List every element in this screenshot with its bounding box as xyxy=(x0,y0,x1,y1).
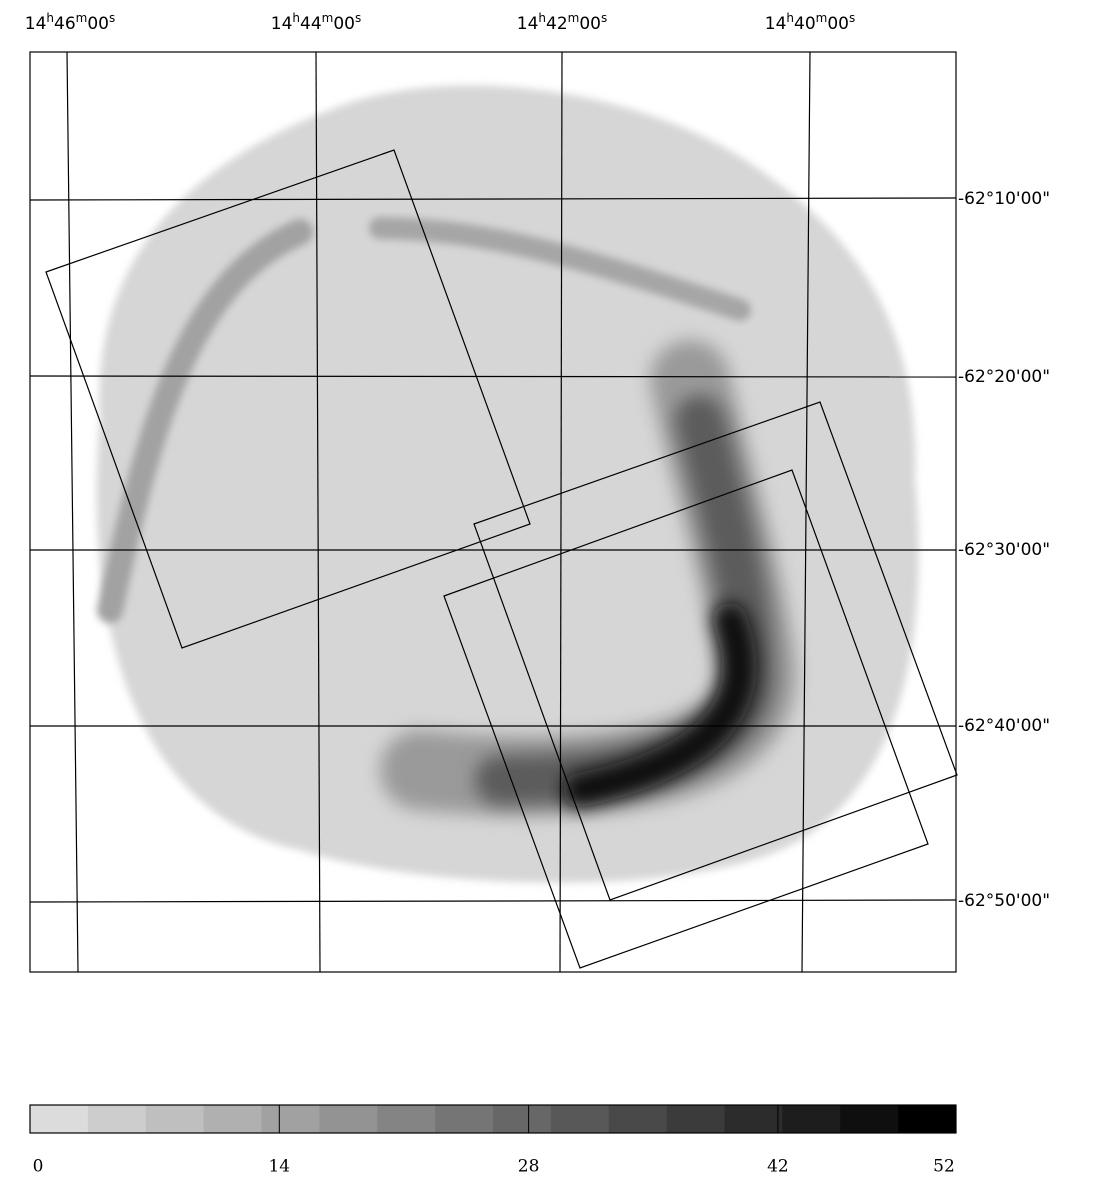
colorbar-tick-label: 52 xyxy=(933,1157,955,1177)
colorbar-step xyxy=(319,1105,378,1133)
dec-label: -62°20'00" xyxy=(958,367,1050,387)
dec-label: -62°50'00" xyxy=(958,891,1050,911)
colorbar-step xyxy=(550,1105,610,1133)
intensity-image xyxy=(30,52,956,972)
colorbar-step xyxy=(377,1105,436,1133)
colorbar-step xyxy=(898,1105,957,1133)
colorbar-step xyxy=(493,1105,552,1133)
dec-label: -62°10'00" xyxy=(958,189,1050,209)
colorbar-step xyxy=(782,1105,841,1133)
colorbar-step xyxy=(261,1105,320,1133)
colorbar-tick-label: 28 xyxy=(518,1157,540,1177)
colorbar-tick-label: 42 xyxy=(767,1157,789,1177)
ra-label: 14h42m00s xyxy=(517,11,608,35)
ra-label: 14h40m00s xyxy=(765,11,856,35)
dec-label: -62°30'00" xyxy=(958,540,1050,560)
colorbar-step xyxy=(608,1105,668,1133)
colorbar: 0 14 28 42 52 xyxy=(29,1104,957,1177)
colorbar-step xyxy=(724,1105,783,1133)
colorbar-tick-label: 0 xyxy=(33,1157,44,1177)
dec-label: -62°40'00" xyxy=(958,716,1050,736)
axis-labels: 14h46m00s 14h44m00s 14h42m00s 14h40m00s -62°… xyxy=(25,11,1050,912)
ra-label: 14h44m00s xyxy=(271,11,362,35)
colorbar-step xyxy=(203,1105,262,1133)
colorbar-step xyxy=(145,1105,205,1133)
colorbar-step xyxy=(30,1105,89,1133)
colorbar-tick-label: 14 xyxy=(268,1157,290,1177)
ra-label: 14h46m00s xyxy=(25,11,116,35)
coordinate-grid xyxy=(29,51,957,973)
colorbar-step xyxy=(666,1105,725,1133)
colorbar-step xyxy=(87,1105,147,1133)
field-outlines xyxy=(45,149,958,969)
colorbar-step xyxy=(840,1105,899,1133)
colorbar-step xyxy=(435,1105,494,1133)
